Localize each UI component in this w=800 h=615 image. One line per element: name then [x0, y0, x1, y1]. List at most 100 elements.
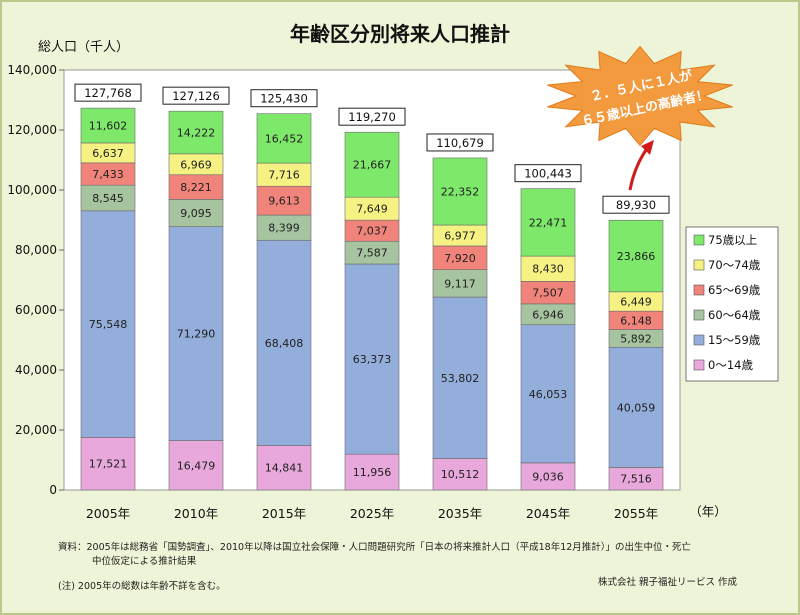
bar-segment — [168, 174, 224, 200]
total-label: 119,270 — [348, 110, 396, 124]
bar-segment — [80, 437, 136, 491]
callout-arrow — [628, 149, 648, 191]
data-label: 16,479 — [177, 459, 216, 472]
legend-label: 65〜69歳 — [708, 283, 761, 297]
total-box — [514, 164, 582, 183]
total-label: 127,126 — [172, 89, 220, 103]
total-box — [250, 89, 318, 108]
data-label: 7,516 — [620, 473, 652, 486]
data-label: 9,613 — [268, 195, 300, 208]
data-label: 23,866 — [617, 250, 656, 263]
x-tick-label: 2010年 — [174, 506, 218, 521]
data-label: 5,892 — [620, 332, 652, 345]
bar-segment — [344, 131, 400, 198]
x-tick-label: 2015年 — [262, 506, 306, 521]
legend-swatch — [693, 284, 705, 296]
bar-segment — [520, 255, 576, 282]
bar-segment — [80, 210, 136, 438]
bar-segment — [520, 188, 576, 257]
bar-segment — [608, 219, 664, 293]
x-tick-label: 2005年 — [86, 506, 130, 521]
data-label: 7,433 — [92, 168, 124, 181]
data-label: 14,841 — [265, 462, 304, 475]
legend-swatch — [693, 234, 705, 246]
bar-segment — [168, 199, 224, 227]
data-label: 7,587 — [356, 247, 388, 260]
y-tick-label: 100,000 — [7, 183, 57, 197]
data-label: 6,449 — [620, 295, 652, 308]
data-label: 7,649 — [356, 203, 388, 216]
callout-burst — [547, 45, 733, 147]
data-label: 7,716 — [268, 169, 300, 182]
bar-segment — [256, 113, 312, 164]
x-tick-label: 2055年 — [614, 506, 658, 521]
data-label: 17,521 — [89, 458, 128, 471]
bar-segment — [80, 107, 136, 144]
data-label: 68,408 — [265, 337, 304, 350]
data-label: 6,148 — [620, 314, 652, 327]
data-label: 21,667 — [353, 159, 392, 172]
legend-swatch — [693, 259, 705, 271]
data-label: 7,507 — [532, 287, 564, 300]
legend-swatch — [693, 359, 705, 371]
data-label: 53,802 — [441, 372, 480, 385]
total-box — [74, 83, 142, 102]
data-label: 22,352 — [441, 185, 480, 198]
data-label: 63,373 — [353, 353, 392, 366]
data-label: 46,053 — [529, 388, 568, 401]
data-label: 9,095 — [180, 207, 212, 220]
bar-segment — [608, 346, 664, 468]
data-label: 8,430 — [532, 263, 564, 276]
bar-segment — [344, 453, 400, 491]
legend-label: 15〜59歳 — [708, 333, 761, 347]
bar-segment — [256, 214, 312, 241]
data-label: 7,037 — [356, 225, 388, 238]
bar-segment — [256, 239, 312, 446]
y-tick-label: 60,000 — [15, 303, 57, 317]
y-axis-label: 総人口（千人） — [38, 40, 130, 55]
bar-segment — [168, 226, 224, 441]
data-label: 8,221 — [180, 181, 212, 194]
data-label: 75,548 — [89, 318, 128, 331]
data-label: 6,637 — [92, 147, 124, 160]
chart-title: 年齢区分別将来人口推計 — [290, 22, 510, 46]
legend-box — [685, 226, 779, 382]
y-tick-label: 20,000 — [15, 423, 57, 437]
data-label: 11,602 — [89, 120, 128, 133]
data-label: 6,969 — [180, 158, 212, 171]
legend-label: 70〜74歳 — [708, 258, 761, 272]
bar-segment — [520, 462, 576, 491]
data-label: 7,920 — [444, 252, 476, 265]
data-label: 6,977 — [444, 229, 476, 242]
y-tick-label: 120,000 — [7, 123, 57, 137]
x-tick-label: 2025年 — [350, 506, 394, 521]
data-label: 8,399 — [268, 222, 300, 235]
data-label: 8,545 — [92, 192, 124, 205]
x-tick-label: 2045年 — [526, 506, 570, 521]
legend-label: 0〜14歳 — [708, 358, 753, 372]
legend-swatch — [693, 309, 705, 321]
legend-label: 60〜64歳 — [708, 308, 761, 322]
bar-segment — [344, 263, 400, 455]
x-tick-label: 2035年 — [438, 506, 482, 521]
bar-segment — [432, 157, 488, 226]
y-tick-label: 140,000 — [7, 63, 57, 77]
total-label: 127,768 — [84, 86, 132, 100]
total-box — [602, 195, 670, 214]
credit-note: 株式会社 親子福祉リービス 作成 — [598, 577, 738, 588]
data-label: 6,946 — [532, 308, 564, 321]
bar-segment — [520, 324, 576, 464]
legend-swatch — [693, 334, 705, 346]
data-label: 10,512 — [441, 468, 480, 481]
data-label: 71,290 — [177, 328, 216, 341]
y-tick-label: 0 — [49, 483, 57, 497]
total-label: 100,443 — [524, 167, 572, 181]
total-label: 89,930 — [616, 198, 656, 212]
total-label: 110,679 — [436, 136, 484, 150]
data-label: 11,956 — [353, 466, 392, 479]
bar-segment — [432, 269, 488, 298]
x-axis-label: （年） — [689, 504, 727, 519]
data-label: 22,471 — [529, 216, 568, 229]
total-box — [338, 107, 406, 126]
